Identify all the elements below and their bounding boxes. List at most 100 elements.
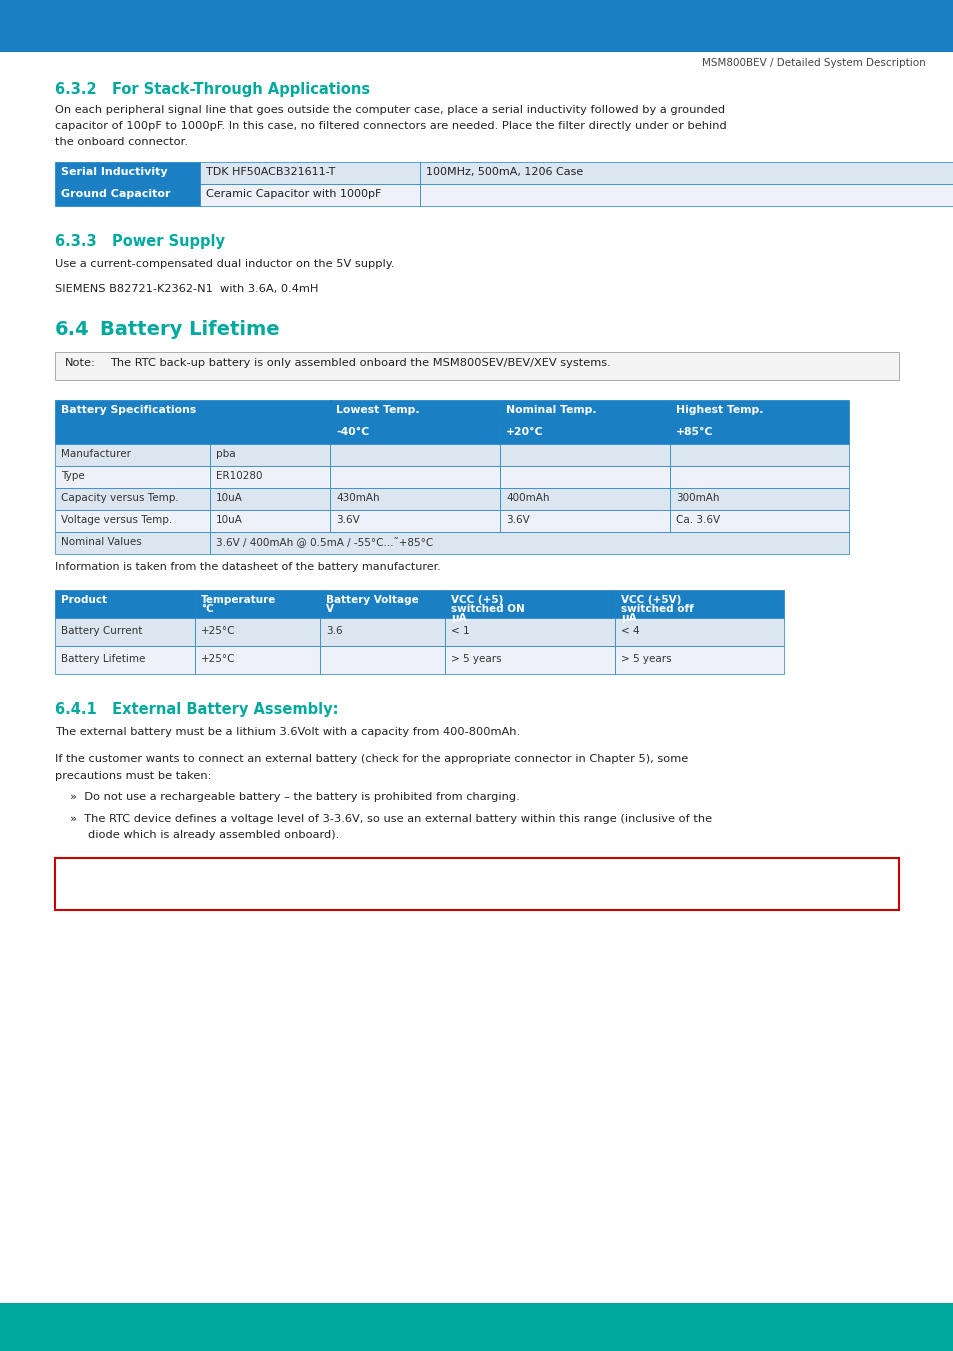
Bar [210,532,848,554]
Text: 10uA: 10uA [215,515,243,526]
Text: Voltage versus Temp.: Voltage versus Temp. [61,515,172,526]
Text: VCC (+5V): VCC (+5V) [620,594,680,605]
Text: must: must [430,884,462,897]
Bar [615,590,783,617]
Text: 300mAh: 300mAh [676,493,719,503]
Text: 3.6: 3.6 [326,626,342,636]
Text: For systems that already have an onboard battery (MSM800SEV/BEV/XEV): if an exte: For systems that already have an onboard… [154,866,813,880]
Bar [55,353,898,380]
Text: Serial Inductivity: Serial Inductivity [61,168,168,177]
Bar [669,466,848,488]
Bar [330,488,499,509]
Text: to be connected, then the onboard battery: to be connected, then the onboard batter… [154,884,443,897]
Text: www.kontron.com: www.kontron.com [813,1315,925,1328]
Text: °C: °C [201,604,213,613]
Bar [55,646,194,674]
Bar [330,422,499,444]
Text: Information is taken from the datasheet of the battery manufacturer.: Information is taken from the datasheet … [55,562,440,571]
Bar [669,509,848,532]
Text: -40°C: -40°C [335,427,369,436]
Text: Use a current-compensated dual inductor on the 5V supply.: Use a current-compensated dual inductor … [55,259,395,269]
Bar [55,184,200,205]
Text: 430mAh: 430mAh [335,493,379,503]
Bar [669,422,848,444]
Bar [194,590,319,617]
Text: 3.6V: 3.6V [335,515,359,526]
Text: precautions must be taken:: precautions must be taken: [55,771,212,781]
Bar [499,466,669,488]
Text: Capacity versus Temp.: Capacity versus Temp. [61,493,178,503]
Bar [499,488,669,509]
Bar [615,646,783,674]
Text: V: V [326,604,334,613]
Text: Temperature: Temperature [201,594,276,605]
Bar [194,646,319,674]
Text: pba: pba [215,449,235,459]
Bar [319,646,444,674]
Bar [210,488,330,509]
Text: +25°C: +25°C [201,654,235,663]
Text: 6.4: 6.4 [55,320,90,339]
Bar [319,617,444,646]
Bar [210,466,330,488]
Text: Lowest Temp.: Lowest Temp. [335,405,419,415]
Text: 6.4.1   External Battery Assembly:: 6.4.1 External Battery Assembly: [55,703,338,717]
Bar [419,162,953,184]
Text: > 5 years: > 5 years [451,654,501,663]
Bar [615,617,783,646]
Bar [0,0,953,51]
Bar [55,858,898,911]
Text: µA: µA [620,613,636,623]
Bar [55,617,194,646]
Bar [444,590,615,617]
Text: switched off: switched off [620,604,693,613]
Bar [55,488,210,509]
Bar [55,509,210,532]
Bar [55,444,210,466]
Bar [55,400,331,422]
Bar [499,422,669,444]
Text: ER10280: ER10280 [215,471,262,481]
Text: Note:: Note: [65,358,95,367]
Text: Battery Current: Battery Current [61,626,142,636]
Text: SIEMENS B82721-K2362-N1: SIEMENS B82721-K2362-N1 [55,284,213,295]
Text: The RTC back-up battery is only assembled onboard the MSM800SEV/BEV/XEV systems.: The RTC back-up battery is only assemble… [110,358,610,367]
Bar [419,184,953,205]
Text: Nominal Values: Nominal Values [61,536,142,547]
Bar [194,617,319,646]
Text: Battery Lifetime: Battery Lifetime [100,320,279,339]
Text: 6.3.2   For Stack-Through Applications: 6.3.2 For Stack-Through Applications [55,82,370,97]
Text: switched ON: switched ON [451,604,524,613]
Text: Nominal Temp.: Nominal Temp. [505,405,596,415]
Bar [499,400,669,422]
Text: +20°C: +20°C [505,427,543,436]
Text: 3.6V / 400mAh @ 0.5mA / -55°C...˜+85°C: 3.6V / 400mAh @ 0.5mA / -55°C...˜+85°C [215,536,433,547]
Bar [330,400,499,422]
Text: 3.6V: 3.6V [505,515,529,526]
Text: be removed first.: be removed first. [468,884,586,897]
Text: 400mAh: 400mAh [505,493,549,503]
Bar [210,509,330,532]
Bar [55,532,210,554]
Bar [200,184,419,205]
Text: Product: Product [61,594,107,605]
Text: On each peripheral signal line that goes outside the computer case, place a seri: On each peripheral signal line that goes… [55,105,724,115]
Text: 10uA: 10uA [215,493,243,503]
Text: the onboard connector.: the onboard connector. [55,136,188,147]
Bar [55,466,210,488]
Text: +85°C: +85°C [676,427,713,436]
Bar [499,509,669,532]
Bar [669,444,848,466]
Bar [55,590,194,617]
Bar [444,646,615,674]
Bar [669,400,848,422]
Bar [55,422,331,444]
Text: »  Do not use a rechargeable battery – the battery is prohibited from charging.: » Do not use a rechargeable battery – th… [70,792,519,802]
Text: < 4: < 4 [620,626,639,636]
Text: Highest Temp.: Highest Temp. [676,405,762,415]
Bar [319,590,444,617]
Text: Attention:: Attention: [65,866,132,880]
Text: µA: µA [451,613,466,623]
Bar [210,444,330,466]
Text: »  The RTC device defines a voltage level of 3-3.6V, so use an external battery : » The RTC device defines a voltage level… [70,815,711,824]
